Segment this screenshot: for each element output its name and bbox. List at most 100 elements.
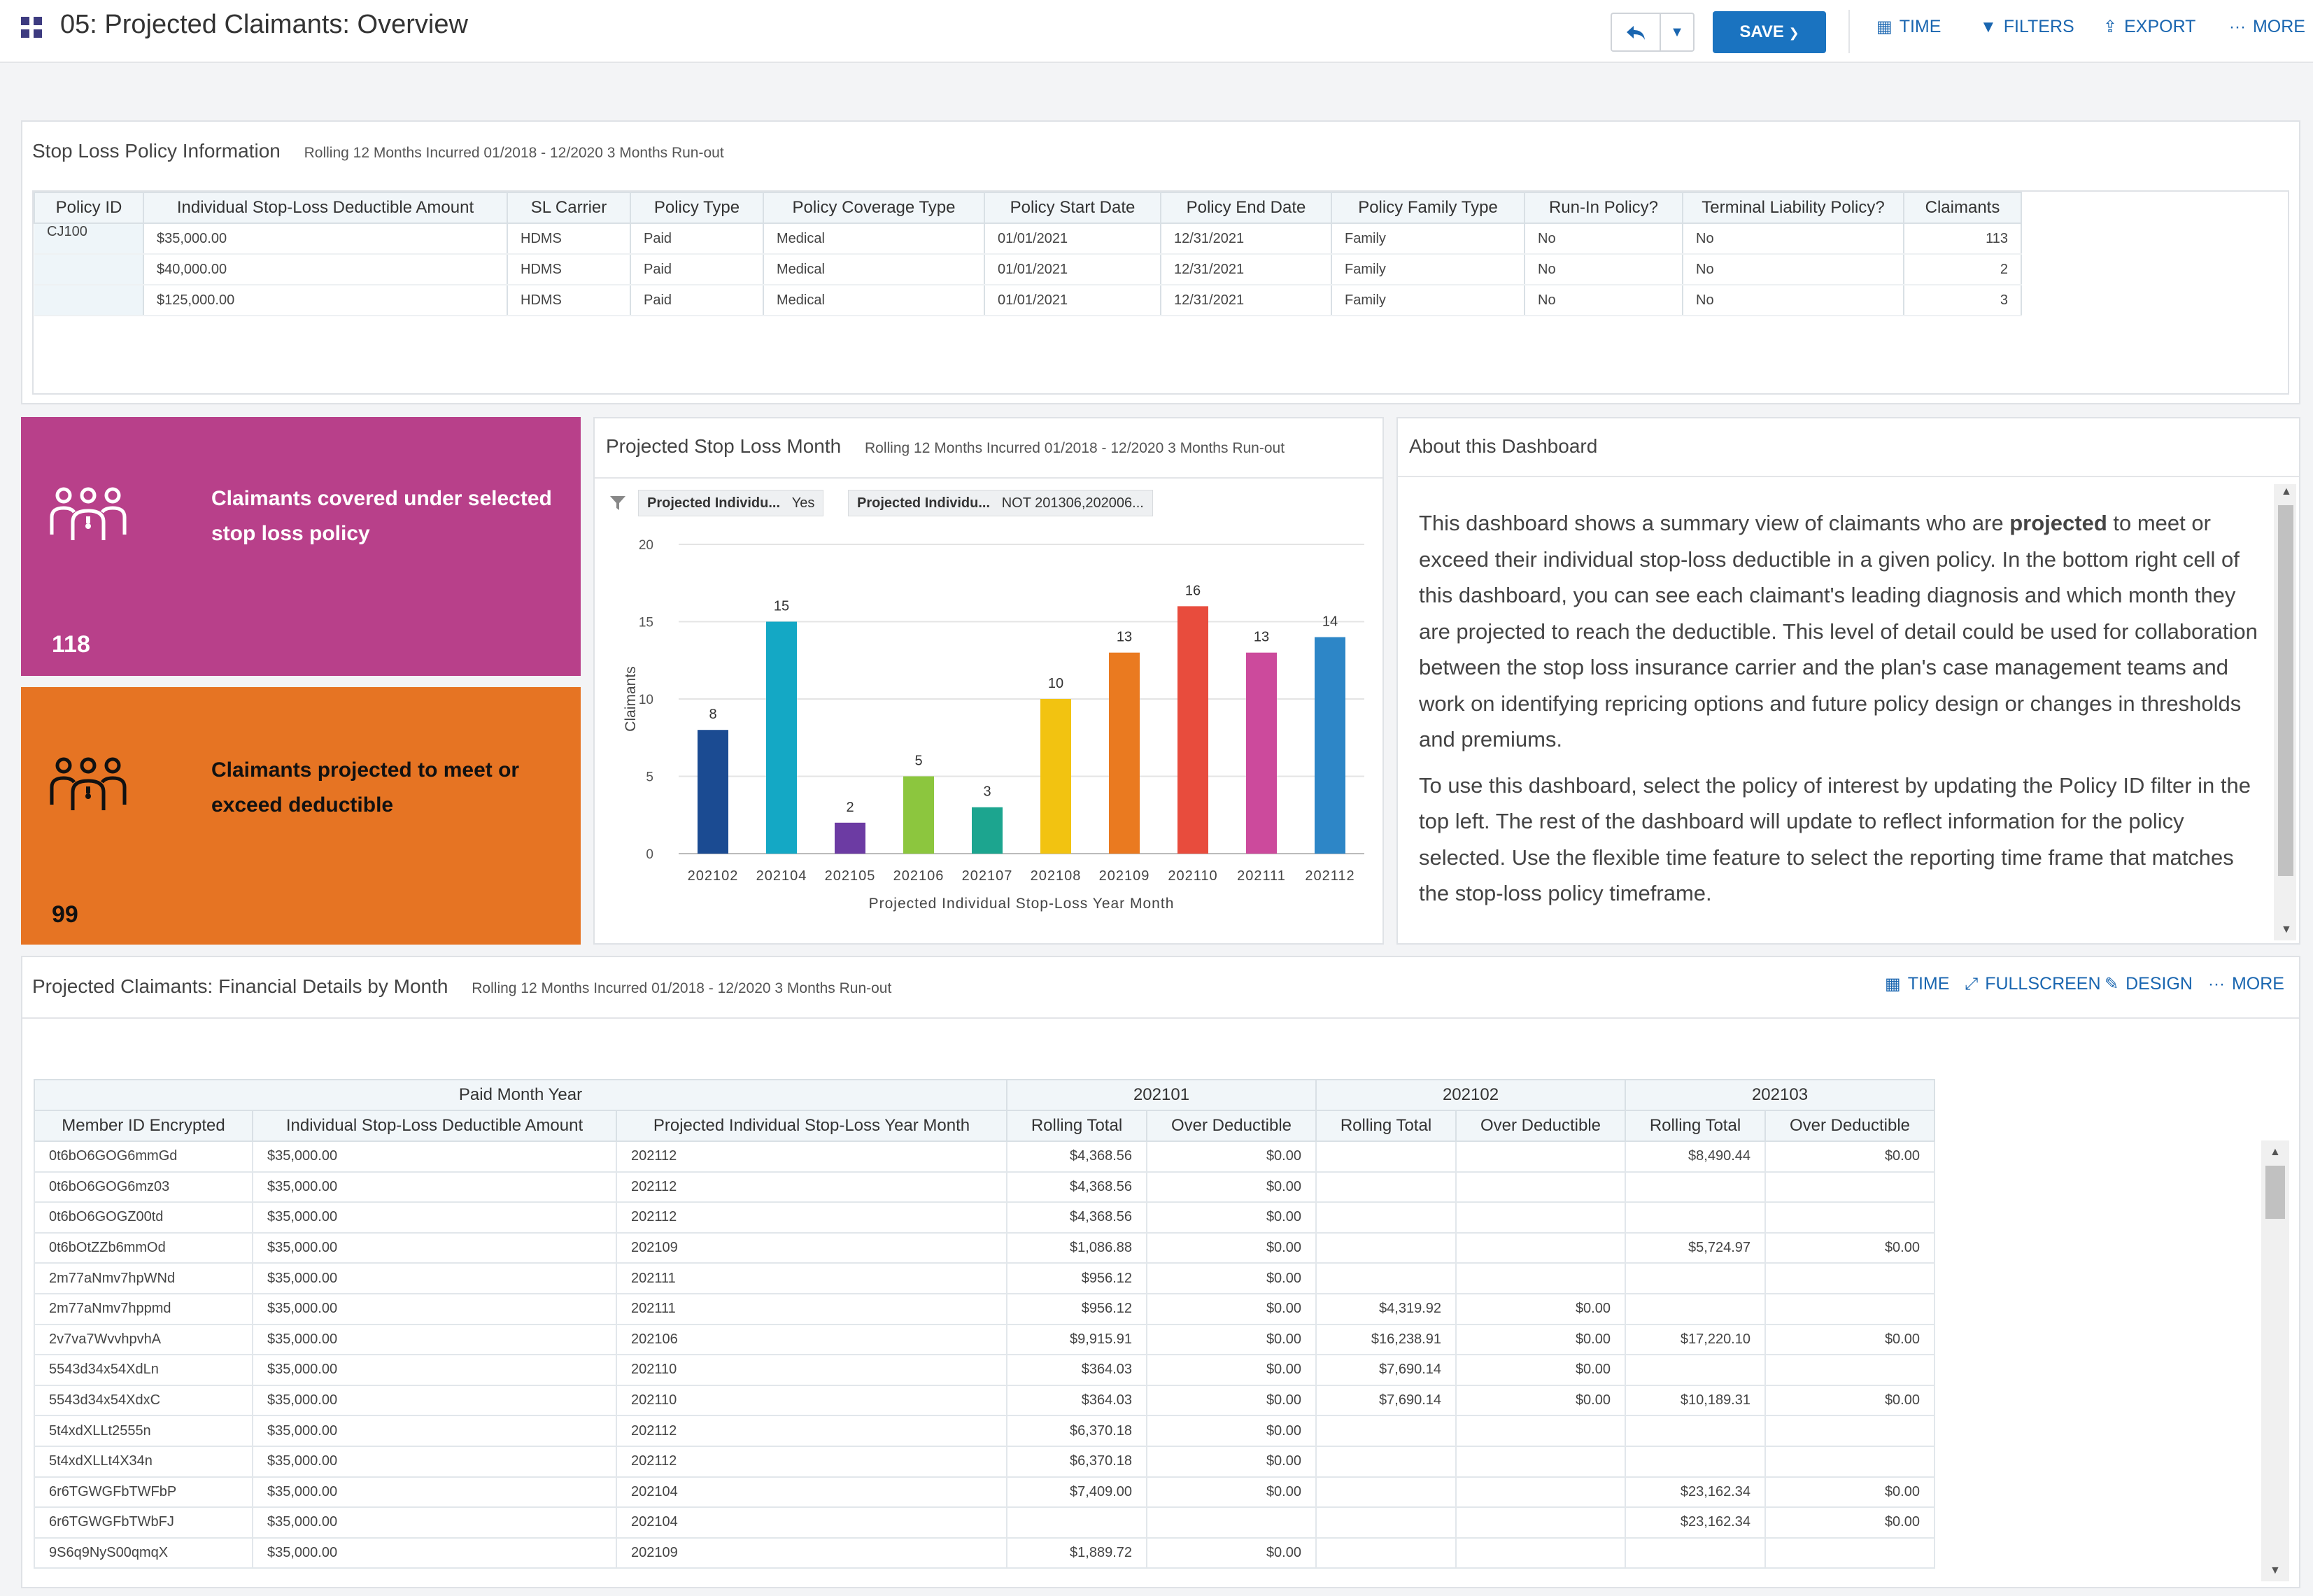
more-button[interactable]: ··· MORE [2229,17,2305,36]
filters-button[interactable]: ▼ FILTERS [1980,17,2074,36]
table-cell: $0.00 [1146,1262,1317,1294]
bar[interactable] [1315,637,1345,854]
table-cell: $4,319.92 [1315,1292,1457,1325]
data-label: 2 [846,800,854,815]
column-header[interactable]: Individual Stop-Loss Deductible Amount [252,1110,617,1142]
scrollbar-thumb[interactable] [2265,1166,2285,1219]
table-cell: $0.00 [1764,1140,1935,1173]
column-header[interactable]: Policy End Date [1160,192,1332,224]
kpi-claimants-covered[interactable]: Claimants covered under selected stop lo… [21,417,581,676]
bar[interactable] [766,621,797,854]
table-cell: $6,370.18 [1006,1415,1147,1447]
scroll-down-icon[interactable]: ▼ [2270,1565,2281,1576]
x-tick-label: 202104 [756,868,807,884]
column-header[interactable]: SL Carrier [507,192,631,224]
bar[interactable] [1109,652,1140,854]
x-tick-label: 202105 [825,868,876,884]
table-cell: $0.00 [1764,1384,1935,1417]
column-header[interactable]: Run-In Policy? [1524,192,1683,224]
table-cell: $0.00 [1146,1445,1317,1478]
filter-icon[interactable] [609,494,627,512]
column-header[interactable]: Policy Coverage Type [763,192,985,224]
table-cell: 202112 [616,1201,1007,1234]
table-row[interactable]: 2m77aNmv7hpWNd $35,000.00 202111 $956.12 $0.… [34,1262,1935,1294]
table-row[interactable]: 2m77aNmv7hppmd $35,000.00 202111 $956.12 $0.… [34,1292,1935,1325]
table-row[interactable]: 6r6TGWGFbTWbFJ $35,000.00 202104 $23,162.34… [34,1506,1935,1539]
table-row[interactable]: 0t6bOtZZb6mmOd $35,000.00 202109 $1,086.88 $… [34,1231,1935,1264]
time-button[interactable]: ▦ TIME [1876,17,1941,36]
table-cell [1315,1476,1457,1509]
table-row[interactable]: 5543d34x54XdLn $35,000.00 202110 $364.03 $0.… [34,1354,1935,1386]
table-cell [1455,1262,1626,1294]
column-header[interactable]: Over Deductible [1764,1110,1935,1142]
filter-chip-1[interactable]: Projected Individu... Yes [638,490,824,516]
about-text: This dashboard shows a summary view of c… [1419,505,2265,921]
table-cell: $35,000.00 [252,1354,617,1386]
table-row[interactable]: 0t6bO6GOG6mz03 $35,000.00 202112 $4,368.56 $… [34,1171,1935,1203]
export-button[interactable]: ⇪ EXPORT [2103,17,2196,36]
table-cell [1625,1292,1766,1325]
table-cell [1315,1140,1457,1173]
save-button[interactable]: SAVE ❯ [1713,11,1826,53]
table-cell: $0.00 [1146,1292,1317,1325]
table-row[interactable]: 6r6TGWGFbTWFbP $35,000.00 202104 $7,409.00 $… [34,1476,1935,1509]
bar[interactable] [698,730,728,854]
kpi-claimants-projected[interactable]: Claimants projected to meet or exceed de… [21,687,581,945]
column-header[interactable]: Member ID Encrypted [34,1110,253,1142]
design-button[interactable]: ✎ DESIGN [2105,974,2193,994]
table-row[interactable]: $40,000.00 HDMS Paid Medical 01/01/2021 12/31… [34,254,2022,285]
scrollbar-thumb[interactable] [2278,505,2293,876]
financial-table-container: Paid Month Year 202101 202102 202103 Member… [34,1079,1935,1569]
column-header[interactable]: Terminal Liability Policy? [1682,192,1904,224]
column-header[interactable]: Individual Stop-Loss Deductible Amount [143,192,508,224]
bar[interactable] [1040,699,1071,854]
undo-button[interactable] [1611,13,1661,52]
apps-grid-icon[interactable] [21,17,42,38]
scroll-down-icon[interactable]: ▼ [2281,924,2292,935]
undo-dropdown-button[interactable]: ▼ [1660,13,1695,52]
bar[interactable] [1246,652,1277,854]
table-cell: $7,690.14 [1315,1384,1457,1417]
table-row[interactable]: $125,000.00 HDMS Paid Medical 01/01/2021 12/3… [34,285,2022,316]
month-header[interactable]: 202101 [1006,1079,1317,1111]
scroll-up-icon[interactable]: ▲ [2270,1146,2281,1158]
panel-time-button[interactable]: ▦ TIME [1885,974,1950,994]
column-header[interactable]: Rolling Total [1315,1110,1457,1142]
month-header[interactable]: 202103 [1625,1079,1935,1111]
column-header[interactable]: Rolling Total [1006,1110,1147,1142]
column-header[interactable]: Claimants [1903,192,2022,224]
table-cell: 2v7va7WvvhpvhA [34,1323,253,1356]
table-cell: 202106 [616,1323,1007,1356]
column-header[interactable]: Projected Individual Stop-Loss Year Mont… [616,1110,1007,1142]
month-header[interactable]: 202102 [1315,1079,1626,1111]
table-row[interactable]: 0t6bO6GOGZ00td $35,000.00 202112 $4,368.56 $… [34,1201,1935,1234]
table-row[interactable]: 5t4xdXLLt2555n $35,000.00 202112 $6,370.18 $… [34,1415,1935,1447]
column-header[interactable]: Policy Start Date [984,192,1161,224]
table-cell: $364.03 [1006,1384,1147,1417]
table-row[interactable]: CJ100 $35,000.00 HDMS Paid Medical 01/01/2021… [34,223,2022,255]
table-cell: No [1525,285,1683,316]
column-header[interactable]: Over Deductible [1455,1110,1626,1142]
bar[interactable] [1177,606,1208,854]
fullscreen-button[interactable]: ⤢ FULLSCREEN [1965,974,2101,994]
x-tick-label: 202108 [1031,868,1082,884]
table-row[interactable]: 9S6q9NyS00qmqX $35,000.00 202109 $1,889.72 $… [34,1537,1935,1569]
column-header[interactable]: Policy Type [630,192,764,224]
table-row[interactable]: 5543d34x54XdxC $35,000.00 202110 $364.03 $0.… [34,1384,1935,1417]
bar-chart: 0 5 10 15 20 8 202102 15 202104 2 202105 5 202106 3 20… [623,538,1364,912]
bar[interactable] [903,776,934,854]
bar[interactable] [972,807,1003,854]
panel-more-button[interactable]: ··· MORE [2208,974,2284,994]
column-header[interactable]: Rolling Total [1625,1110,1766,1142]
filter-chip-2[interactable]: Projected Individu... NOT 201306,202006.… [848,490,1153,516]
export-icon: ⇪ [2103,17,2118,36]
bar[interactable] [835,822,865,854]
table-row[interactable]: 0t6bO6GOG6mmGd $35,000.00 202112 $4,368.56 $… [34,1140,1935,1173]
column-header[interactable]: Policy Family Type [1331,192,1525,224]
table-row[interactable]: 5t4xdXLLt4X34n $35,000.00 202112 $6,370.18 $… [34,1445,1935,1478]
scroll-up-icon[interactable]: ▲ [2281,486,2292,497]
column-header[interactable]: Over Deductible [1146,1110,1317,1142]
table-cell: 202109 [616,1231,1007,1264]
column-header[interactable]: Policy ID [34,192,144,224]
table-row[interactable]: 2v7va7WvvhpvhA $35,000.00 202106 $9,915.91 $… [34,1323,1935,1356]
